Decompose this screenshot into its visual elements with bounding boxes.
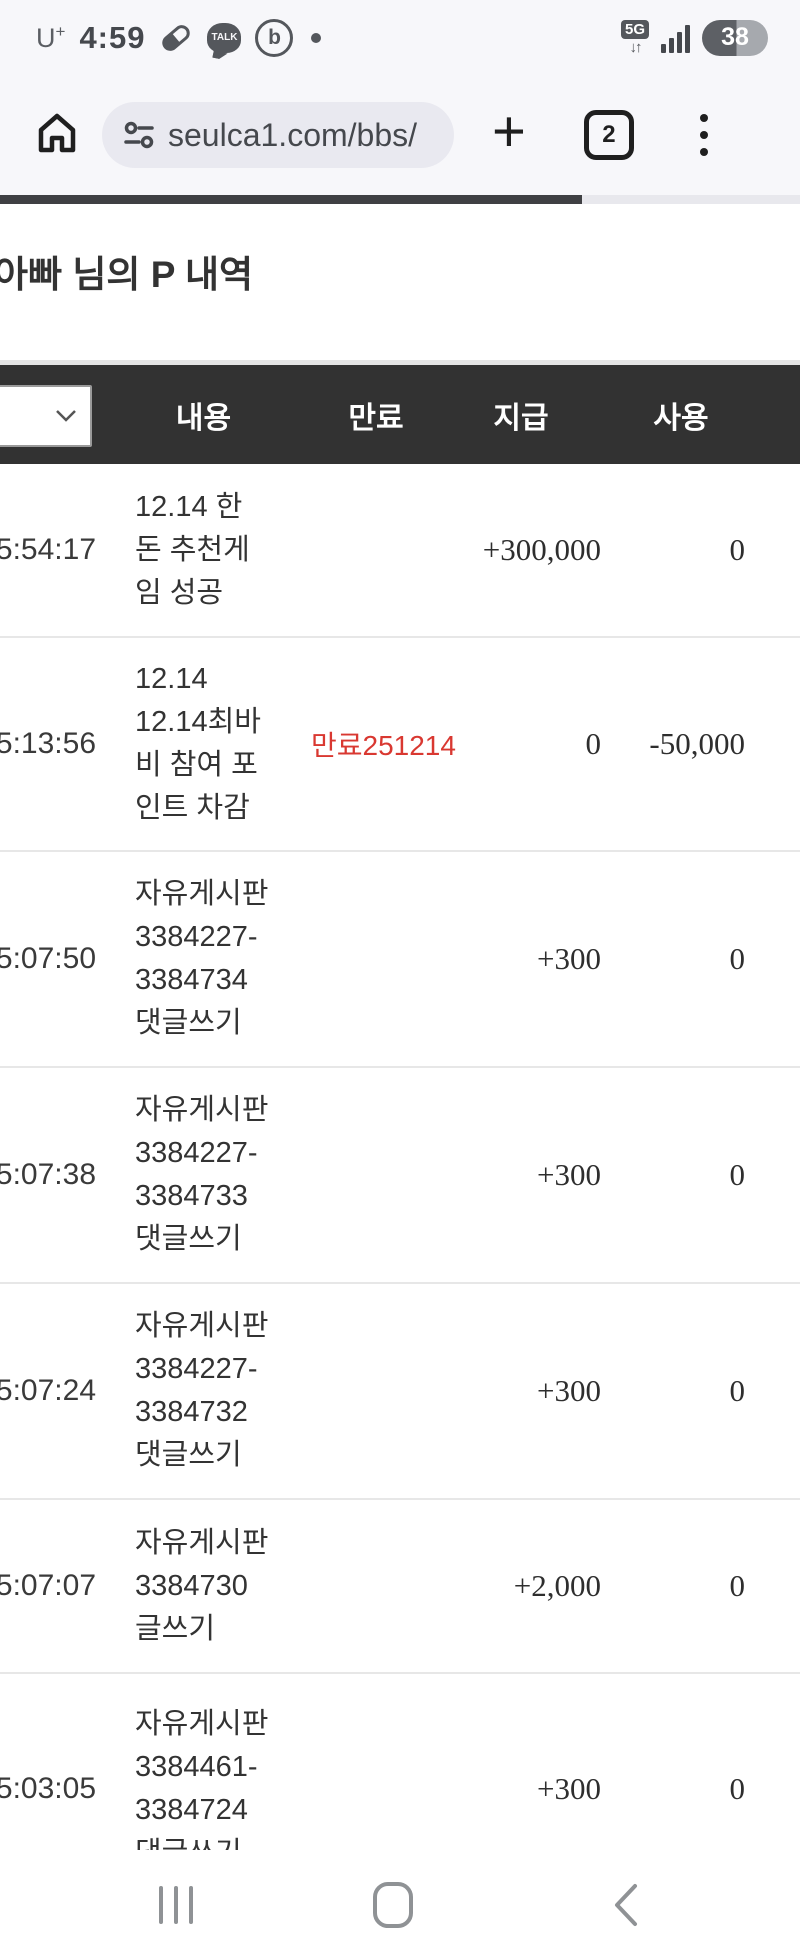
pill-notification-icon <box>159 21 193 55</box>
table-row: 5:13:56 12.14 12.14최바 비 참여 포 인트 차감 만료251… <box>0 638 800 852</box>
row-content: 자유게시판 3384227- 3384734 댓글쓰기 <box>135 878 269 1039</box>
header-expiry: 만료 <box>348 401 404 435</box>
row-content: 자유게시판 3384227- 3384733 댓글쓰기 <box>135 1094 269 1255</box>
row-time: 5:07:50 <box>0 942 96 975</box>
row-time: 5:07:38 <box>0 1158 96 1191</box>
page-load-progress-bar <box>0 195 800 204</box>
row-pay-amount: +300 <box>537 941 601 976</box>
row-time: 5:54:17 <box>0 533 96 566</box>
site-settings-icon[interactable] <box>122 118 156 152</box>
row-pay-amount: +300 <box>537 1373 601 1408</box>
row-time: 5:13:56 <box>0 727 96 760</box>
url-text[interactable]: seulca1.com/bbs/ <box>168 116 418 153</box>
status-time: 4:59 <box>79 19 146 55</box>
row-content: 자유게시판 3384730 글쓰기 <box>135 1526 269 1645</box>
row-content: 자유게시판 3384461- 3384724 댓글쓰기 <box>135 1708 269 1850</box>
row-content: 12.14 한 돈 추천게 임 성공 <box>135 490 250 609</box>
system-nav-bar <box>0 1850 800 1956</box>
home-button[interactable] <box>34 110 80 161</box>
table-header: 내용 만료 지급 사용 <box>0 360 800 464</box>
browser-menu-button[interactable] <box>699 114 708 156</box>
battery-indicator: 38 <box>702 19 768 56</box>
row-expiry: 만료251214 <box>311 730 456 761</box>
notification-dot-icon <box>311 32 322 43</box>
address-bar[interactable]: seulca1.com/bbs/ <box>102 102 454 168</box>
chevron-down-icon <box>56 410 76 422</box>
table-row: 5:03:05 자유게시판 3384461- 3384724 댓글쓰기 +300… <box>0 1674 800 1850</box>
recents-button[interactable] <box>159 1886 193 1924</box>
row-use-amount: 0 <box>729 941 746 976</box>
table-row: 5:07:24 자유게시판 3384227- 3384732 댓글쓰기 +300… <box>0 1284 800 1500</box>
filter-select[interactable] <box>0 385 92 447</box>
kakaotalk-notification-icon: TALK <box>207 22 242 53</box>
browser-chrome: U+ 4:59 TALK b 5G ↓↑ 38 <box>0 0 800 195</box>
row-pay-amount: 0 <box>585 726 602 761</box>
table-row: 5:07:07 자유게시판 3384730 글쓰기 +2,000 0 <box>0 1500 800 1674</box>
row-use-amount: -50,000 <box>649 726 745 761</box>
row-pay-amount: +300 <box>537 1157 601 1192</box>
row-use-amount: 0 <box>729 1373 746 1408</box>
row-use-amount: 0 <box>729 1568 746 1603</box>
row-use-amount: 0 <box>729 1157 746 1192</box>
header-use: 사용 <box>653 401 709 435</box>
row-time: 5:07:24 <box>0 1374 96 1407</box>
header-content: 내용 <box>175 401 232 435</box>
new-tab-button[interactable]: + <box>492 99 526 164</box>
signal-strength-icon <box>661 23 690 53</box>
b-app-notification-icon: b <box>255 18 294 57</box>
status-bar: U+ 4:59 TALK b 5G ↓↑ 38 <box>0 0 800 75</box>
page-title: 아빠 님의 P 내역 <box>0 254 254 295</box>
row-time: 5:07:07 <box>0 1569 96 1602</box>
table-row: 5:07:50 자유게시판 3384227- 3384734 댓글쓰기 +300… <box>0 852 800 1068</box>
row-use-amount: 0 <box>729 1771 746 1806</box>
points-history-table: 내용 만료 지급 사용 5:54:17 12.14 한 돈 추천게 임 성공 +… <box>0 360 800 1850</box>
row-time: 5:03:05 <box>0 1772 96 1805</box>
row-content: 12.14 12.14최바 비 참여 포 인트 차감 <box>135 663 261 824</box>
carrier-label: U+ <box>36 21 66 53</box>
5g-network-icon: 5G ↓↑ <box>620 20 649 55</box>
progress-fill <box>0 195 582 204</box>
webpage-viewport: 아빠 님의 P 내역 내용 만료 지급 사용 5:54:17 12.14 한 돈… <box>0 204 800 1850</box>
tab-switcher-button[interactable]: 2 <box>583 110 634 160</box>
row-use-amount: 0 <box>729 532 746 567</box>
table-row: 5:54:17 12.14 한 돈 추천게 임 성공 +300,000 0 <box>0 464 800 638</box>
table-row: 5:07:38 자유게시판 3384227- 3384733 댓글쓰기 +300… <box>0 1068 800 1284</box>
row-content: 자유게시판 3384227- 3384732 댓글쓰기 <box>135 1310 269 1471</box>
row-pay-amount: +300,000 <box>482 532 601 567</box>
row-pay-amount: +300 <box>537 1771 601 1806</box>
android-home-button[interactable] <box>373 1882 413 1928</box>
header-pay: 지급 <box>493 401 549 435</box>
row-pay-amount: +2,000 <box>513 1568 601 1603</box>
browser-toolbar: seulca1.com/bbs/ + 2 <box>0 75 800 195</box>
back-button[interactable] <box>613 1882 639 1928</box>
